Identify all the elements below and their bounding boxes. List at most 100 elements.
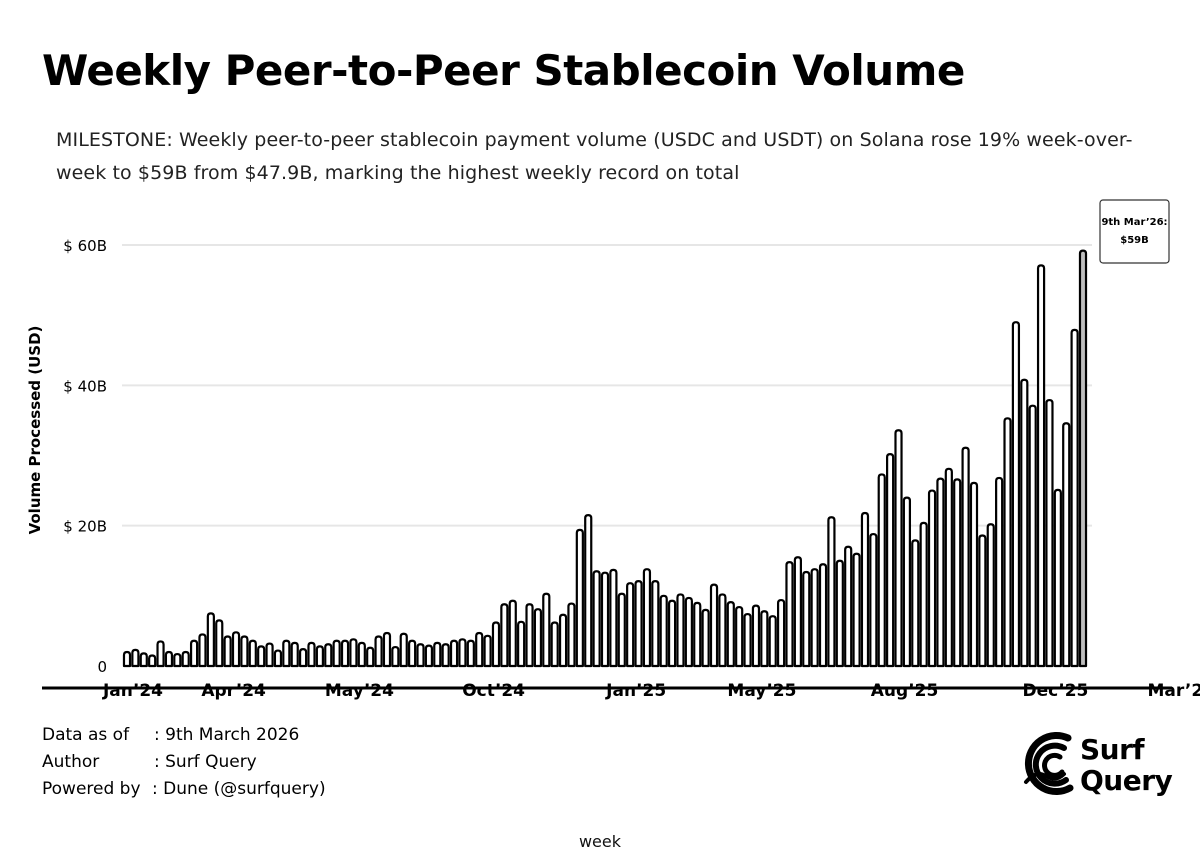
- bar: [1062, 422, 1071, 668]
- bar: [282, 639, 291, 668]
- bar: [600, 571, 610, 668]
- x-tick-label: Jan’24: [102, 681, 163, 701]
- powered-by-value: : Dune (@surfquery): [152, 779, 326, 799]
- bar: [592, 570, 601, 668]
- bar: [693, 601, 702, 668]
- bar: [953, 478, 962, 668]
- bar: [776, 598, 786, 668]
- bar: [567, 602, 576, 668]
- bar: [626, 582, 635, 668]
- bar: [517, 620, 526, 668]
- bar: [231, 631, 241, 668]
- annotation-date: 9th Mar’26:: [1101, 217, 1167, 228]
- bar: [441, 643, 450, 668]
- bar: [1036, 264, 1046, 668]
- bar: [617, 592, 626, 668]
- y-axis-title: Volume Processed (USD): [26, 326, 44, 535]
- logo-line-1: Surf: [1080, 733, 1145, 766]
- bar: [248, 639, 257, 668]
- bar: [206, 612, 215, 668]
- bar: [257, 645, 266, 668]
- x-axis-title: week: [578, 832, 622, 851]
- bar: [198, 633, 207, 668]
- bar: [416, 643, 425, 668]
- bar: [156, 640, 165, 668]
- bar: [659, 594, 668, 668]
- bar: [215, 619, 224, 668]
- x-tick-label: Mar’26: [1147, 681, 1200, 701]
- bar: [340, 639, 350, 668]
- bar: [533, 608, 543, 668]
- bar: [391, 645, 400, 668]
- bar: [240, 635, 249, 668]
- bar: [785, 561, 794, 668]
- bar: [978, 534, 987, 668]
- chart-title: Weekly Peer-to-Peer Stablecoin Volume: [42, 46, 965, 95]
- bar: [609, 568, 618, 668]
- author-value: : Surf Query: [154, 752, 257, 772]
- bar: [793, 556, 802, 668]
- bar: [827, 516, 836, 668]
- bar: [1045, 398, 1054, 668]
- highlight-bar: [1078, 249, 1088, 668]
- bar: [307, 641, 316, 668]
- bar: [684, 596, 693, 668]
- bar: [424, 644, 434, 668]
- powered-by-label: Powered by: [42, 779, 141, 799]
- bar: [1070, 328, 1079, 668]
- bar: [148, 654, 157, 668]
- bar: [223, 635, 232, 668]
- bar: [927, 489, 937, 668]
- bar: [189, 639, 199, 668]
- bar: [122, 650, 132, 668]
- bar: [944, 467, 953, 668]
- y-tick-label: 0: [97, 658, 107, 676]
- bar: [584, 514, 593, 668]
- bar: [1028, 404, 1037, 668]
- bar: [969, 481, 979, 668]
- bar: [634, 579, 643, 668]
- wave-logo-icon: [1024, 732, 1074, 795]
- footer-info: Data as of : 9th March 2026 Author : Sur…: [42, 722, 326, 803]
- bar: [550, 621, 559, 668]
- bar: [349, 638, 358, 668]
- bar: [718, 593, 727, 668]
- bar: [743, 612, 752, 668]
- footer-row-author: Author : Surf Query: [42, 749, 257, 776]
- bar: [332, 639, 341, 668]
- bar: [810, 568, 819, 668]
- bar: [768, 615, 777, 668]
- x-tick-label: Jan’25: [605, 681, 666, 701]
- bar: [357, 641, 366, 668]
- bar: [491, 621, 501, 668]
- bar: [433, 641, 442, 668]
- annotation-value: $59B: [1120, 235, 1149, 246]
- bar: [315, 645, 324, 668]
- bar: [508, 599, 517, 668]
- bar: [760, 610, 769, 668]
- bar: [726, 601, 735, 668]
- bar: [525, 603, 534, 668]
- bar: [869, 532, 878, 668]
- footer-row-data-as-of: Data as of : 9th March 2026: [42, 722, 299, 749]
- bar: [835, 559, 844, 668]
- bar: [298, 648, 308, 668]
- bar: [575, 528, 584, 668]
- x-tick-label: Oct’24: [462, 681, 525, 701]
- bar: [961, 446, 970, 668]
- logo-line-2: Query: [1080, 764, 1173, 797]
- bar: [852, 552, 861, 668]
- bar: [667, 599, 677, 668]
- bar: [558, 613, 568, 668]
- bar: [458, 638, 467, 668]
- bar: [995, 476, 1004, 668]
- bar: [173, 652, 182, 668]
- bar: [936, 477, 945, 668]
- bar: [181, 650, 190, 668]
- bar: [919, 521, 928, 668]
- bar: [366, 646, 375, 668]
- bar: [164, 650, 174, 668]
- bar: [399, 632, 408, 668]
- bar: [802, 570, 811, 668]
- bar: [139, 652, 148, 668]
